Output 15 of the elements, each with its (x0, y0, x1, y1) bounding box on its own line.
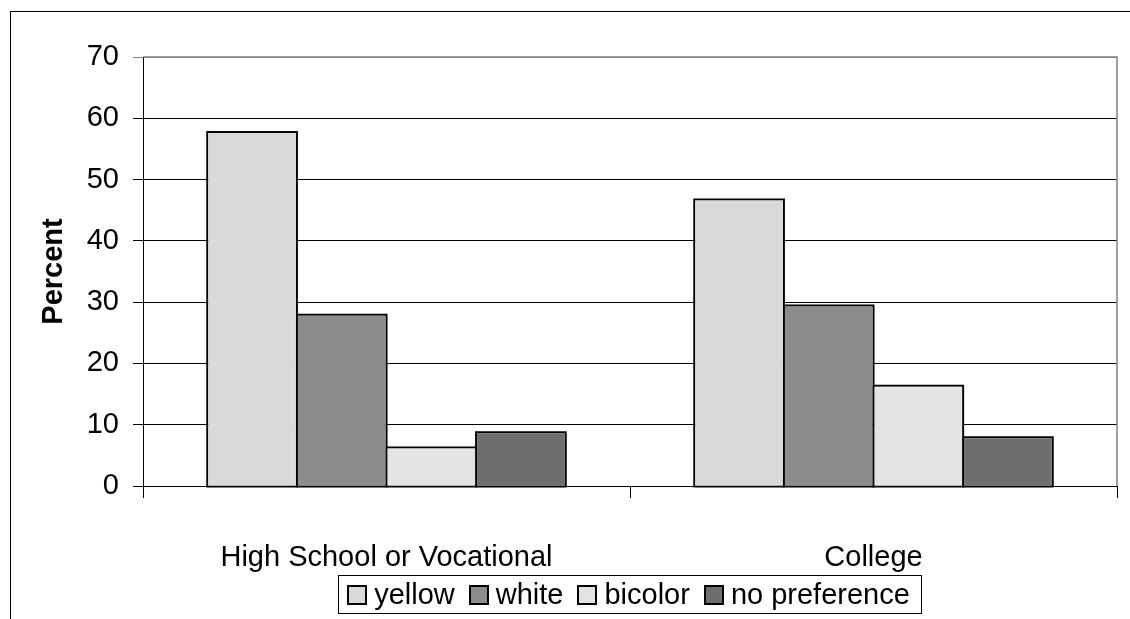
y-tick-label: 70 (86, 39, 119, 71)
y-tick-label: 20 (86, 345, 119, 378)
y-tick-label: 60 (86, 100, 119, 133)
y-tick-label: 30 (86, 284, 119, 317)
x-tick-label: College (824, 540, 923, 573)
legend-label: white (495, 578, 564, 611)
y-tick-label: 40 (86, 222, 119, 255)
y-axis-title: Percent (36, 217, 69, 325)
legend-label: no preference (730, 578, 910, 611)
x-tick-label: High School or Vocational (220, 540, 553, 573)
legend-label: bicolor (604, 578, 690, 611)
y-tick-label: 10 (86, 406, 119, 439)
y-tick-label: 0 (102, 468, 119, 500)
legend-label: yellow (374, 578, 455, 611)
y-tick-label: 50 (86, 161, 119, 194)
